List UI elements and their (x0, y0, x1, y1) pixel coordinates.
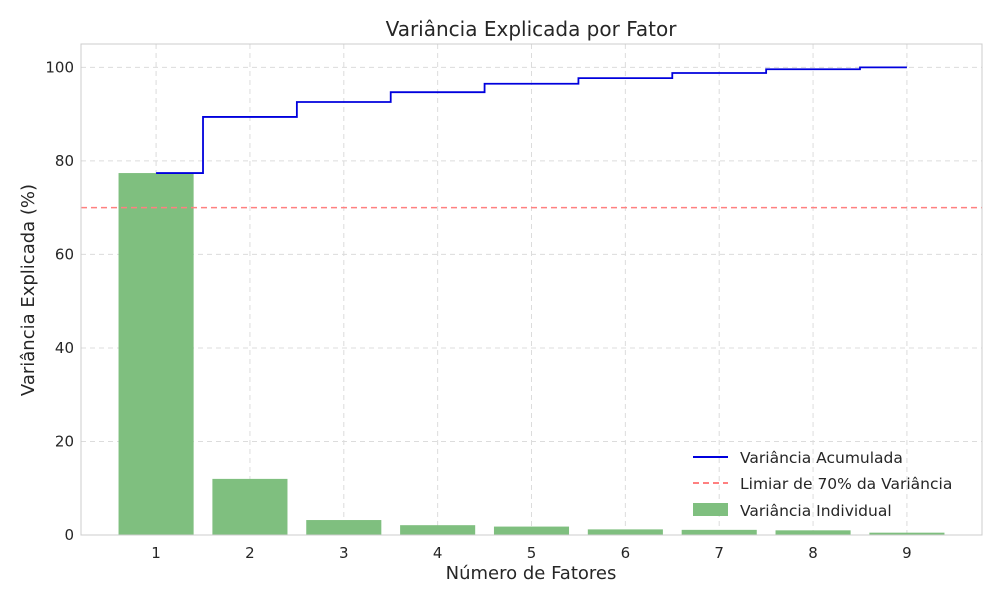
plot-frame (80, 43, 983, 536)
cumulative-variance-line (156, 66, 907, 174)
bar-individual-variance (400, 525, 476, 535)
bar-individual-variance (212, 478, 288, 535)
legend: Variância Acumulada Limiar de 70% da Var… (693, 449, 952, 520)
bar-layer (118, 173, 945, 535)
cumulative-line-layer (156, 66, 907, 174)
x-tick-label: 8 (808, 544, 818, 562)
y-tick-label: 40 (55, 339, 74, 357)
grid-layer (81, 44, 982, 536)
x-tick-label: 4 (433, 544, 443, 562)
bar-individual-variance (493, 526, 570, 535)
x-tick-label: 2 (245, 544, 255, 562)
x-axis-label: Número de Fatores (446, 563, 617, 584)
chart-title: Variância Explicada por Fator (386, 17, 678, 41)
legend-label-cumulative: Variância Acumulada (740, 449, 903, 467)
bar-individual-variance (306, 520, 382, 535)
x-tick-label: 9 (902, 544, 912, 562)
bar-individual-variance (118, 173, 194, 535)
y-axis-label: Variância Explicada (%) (18, 184, 39, 396)
legend-label-individual: Variância Individual (740, 502, 892, 520)
x-tick-label: 7 (714, 544, 724, 562)
x-tick-label: 5 (527, 544, 537, 562)
bar-individual-variance (869, 532, 945, 535)
bar-individual-variance (587, 529, 663, 535)
legend-swatch-individual (693, 503, 728, 516)
y-tick-label: 20 (55, 432, 74, 450)
bar-individual-variance (775, 530, 851, 535)
y-tick-label: 100 (45, 58, 74, 76)
x-tick-label: 6 (621, 544, 631, 562)
y-tick-labels: 0 20 40 60 80 100 (45, 58, 74, 544)
y-tick-label: 0 (64, 526, 74, 544)
legend-label-threshold: Limiar de 70% da Variância (740, 475, 952, 493)
x-tick-labels: 1 2 3 4 5 6 7 8 9 (151, 544, 911, 562)
bar-individual-variance (681, 529, 757, 535)
x-tick-label: 1 (151, 544, 161, 562)
y-tick-label: 60 (55, 245, 74, 263)
x-tick-label: 3 (339, 544, 349, 562)
y-tick-label: 80 (55, 152, 74, 170)
